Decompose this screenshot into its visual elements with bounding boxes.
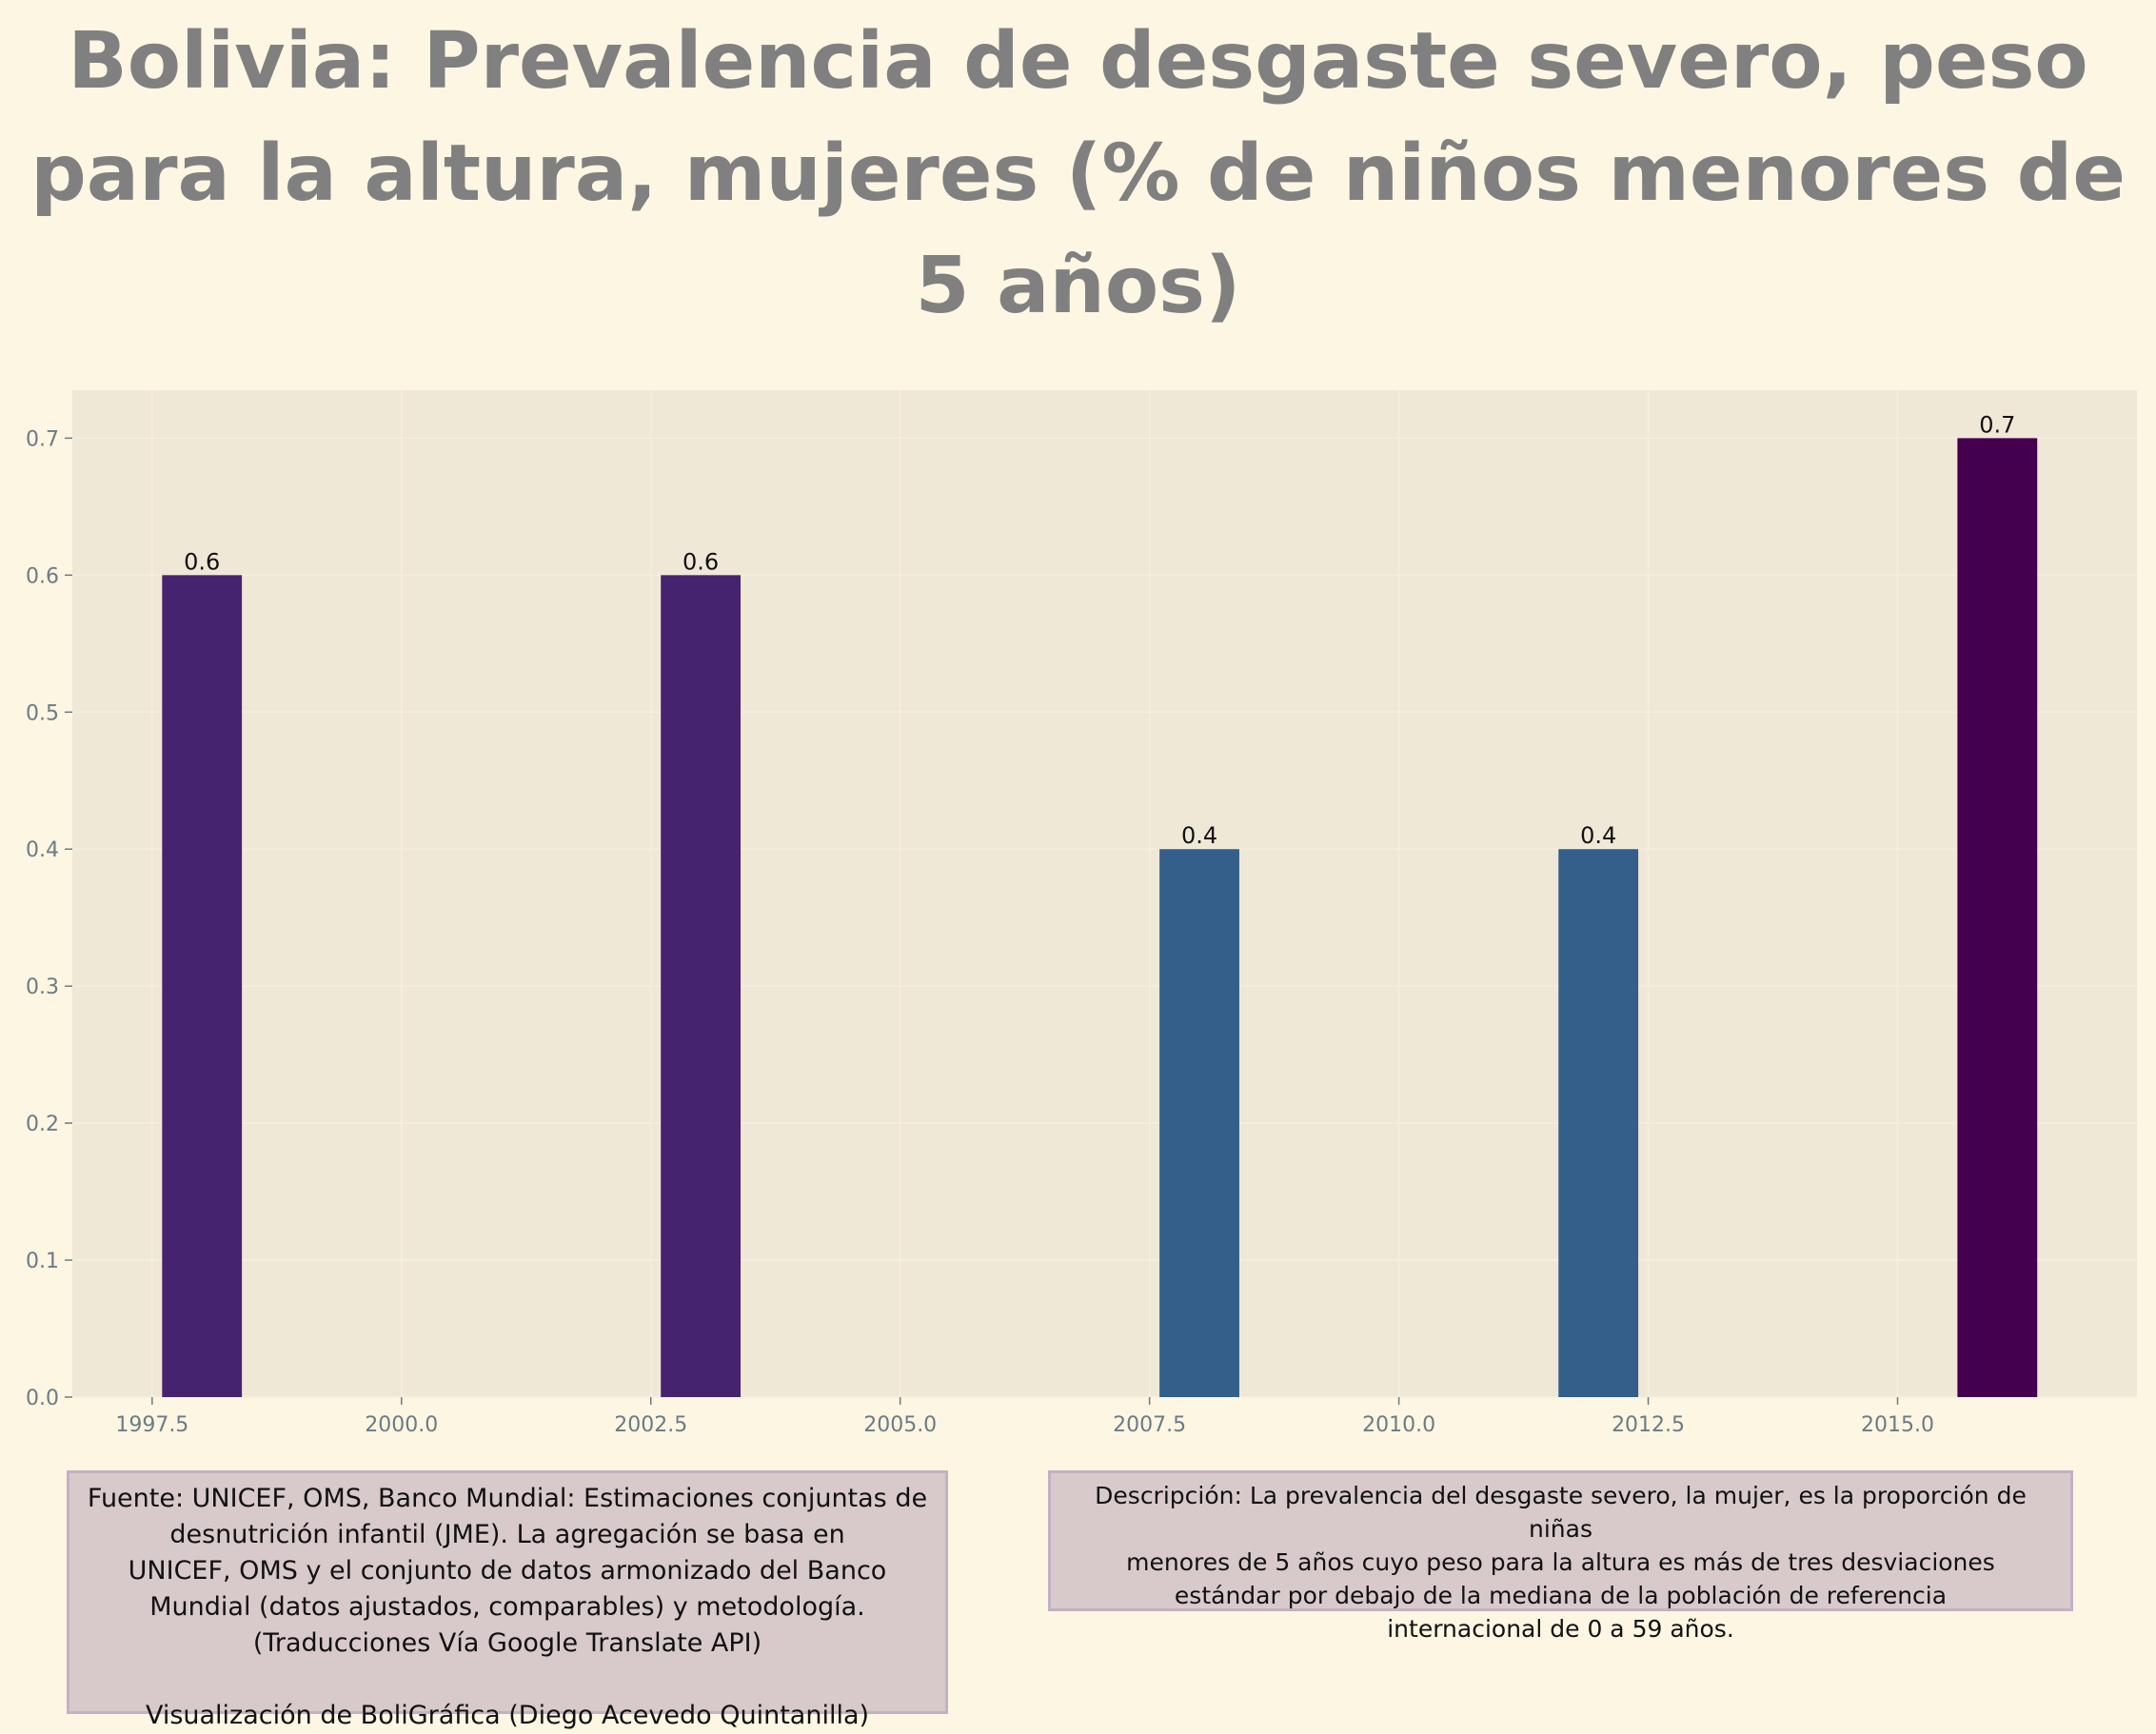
- y-tick-label: 0.1: [26, 1250, 59, 1273]
- x-tick-label: 2005.0: [863, 1413, 937, 1437]
- x-tick-label: 2002.5: [614, 1413, 687, 1437]
- bar-2003: [661, 575, 742, 1397]
- x-tick-label: 2007.5: [1113, 1413, 1186, 1437]
- source-note: Fuente: UNICEF, OMS, Banco Mundial: Esti…: [67, 1470, 948, 1730]
- x-axis-ticks: 1997.5 2000.0 2002.5 2005.0 2007.5 2010.0 2012…: [115, 1397, 1934, 1437]
- y-tick-label: 0.5: [26, 701, 59, 725]
- y-tick-label: 0.2: [26, 1113, 59, 1136]
- x-tick-label: 2010.0: [1362, 1413, 1435, 1437]
- bar-2008: [1159, 849, 1239, 1397]
- data-label-2012: 0.4: [1580, 822, 1616, 849]
- description-note: Descripción: La prevalencia del desgaste…: [1048, 1470, 2073, 1643]
- x-tick-label: 1997.5: [115, 1413, 188, 1437]
- x-tick-label: 2012.5: [1612, 1413, 1685, 1437]
- x-tick-label: 2000.0: [365, 1413, 438, 1437]
- plot-area: [72, 390, 2137, 1397]
- bar-chart: 0.6 0.6 0.4 0.4 0.7 1997.5 2000.0 2002.5 2005.0…: [26, 390, 2137, 1437]
- bar-2012: [1558, 849, 1639, 1397]
- y-axis-ticks: 0.0 0.1 0.2 0.3 0.4 0.5 0.6 0.7: [26, 427, 72, 1410]
- x-tick-label: 2015.0: [1861, 1413, 1934, 1437]
- data-label-1998: 0.6: [184, 548, 220, 575]
- data-label-2008: 0.4: [1181, 822, 1217, 849]
- chart-title: Bolivia: Prevalencia de desgaste severo,…: [30, 16, 2126, 331]
- bars: [162, 438, 2038, 1397]
- bar-1998: [162, 575, 243, 1397]
- y-tick-label: 0.6: [26, 564, 59, 588]
- bar-2016: [1957, 438, 2038, 1397]
- data-label-2003: 0.6: [682, 548, 719, 575]
- data-labels: 0.6 0.6 0.4 0.4 0.7: [184, 411, 2015, 849]
- y-tick-label: 0.3: [26, 975, 59, 999]
- y-tick-label: 0.7: [26, 427, 59, 451]
- y-tick-label: 0.0: [26, 1387, 59, 1410]
- grid: [72, 390, 2137, 1398]
- y-tick-label: 0.4: [26, 838, 59, 862]
- data-label-2016: 0.7: [1979, 411, 2015, 438]
